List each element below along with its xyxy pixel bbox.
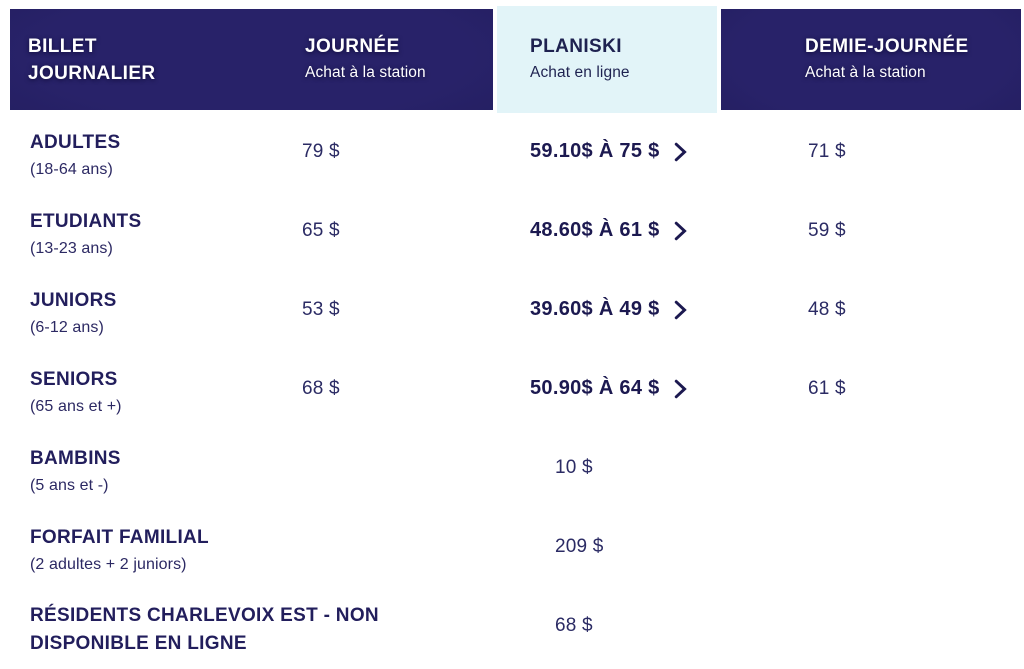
planiski-price-link[interactable]: 59.10$ À 75 $	[497, 140, 721, 163]
table-row-juniors: JUNIORS (6-12 ans) 53 $ 39.60$ À 49 $ 48…	[10, 274, 1021, 353]
planiski-price-cell: 68 $	[497, 615, 721, 637]
pricing-table: BILLET JOURNALIER JOURNÉE Achat à la sta…	[10, 6, 1021, 669]
row-label-cell: ADULTES (18-64 ans)	[10, 129, 290, 182]
table-body: ADULTES (18-64 ans) 79 $ 59.10$ À 75 $ 7…	[10, 116, 1021, 669]
header-planiski-subtitle: Achat en ligne	[530, 64, 630, 81]
planiski-price-range: 59.10$ À 75 $	[530, 140, 660, 162]
row-label-cell: BAMBINS (5 ans et -)	[10, 445, 290, 498]
table-row-etudiants: ETUDIANTS (13-23 ans) 65 $ 48.60$ À 61 $…	[10, 195, 1021, 274]
header-journee-subtitle: Achat à la station	[305, 64, 426, 81]
category-label: SENIORS	[30, 369, 118, 390]
header-planiski-cell: PLANISKI Achat en ligne	[497, 6, 717, 113]
demie-price: 48 $	[808, 298, 846, 320]
demie-price: 61 $	[808, 377, 846, 399]
journee-price: 65 $	[302, 219, 340, 241]
chevron-right-icon	[674, 221, 687, 240]
table-header: BILLET JOURNALIER JOURNÉE Achat à la sta…	[10, 6, 1021, 113]
table-row-seniors: SENIORS (65 ans et +) 68 $ 50.90$ À 64 $…	[10, 353, 1021, 432]
category-label-line2: DISPONIBLE EN LIGNE	[30, 632, 247, 654]
category-label: ADULTES	[30, 132, 121, 153]
category-age-range: (18-64 ans)	[30, 161, 113, 178]
chevron-right-icon	[674, 300, 687, 319]
category-label: RÉSIDENTS CHARLEVOIX EST - NON	[30, 604, 379, 626]
planiski-price-range: 39.60$ À 49 $	[530, 298, 660, 320]
table-row-adultes: ADULTES (18-64 ans) 79 $ 59.10$ À 75 $ 7…	[10, 116, 1021, 195]
planiski-price-cell: 209 $	[497, 536, 721, 558]
category-composition: (2 adultes + 2 juniors)	[30, 556, 187, 573]
category-age-range: (6-12 ans)	[30, 319, 104, 336]
category-label: FORFAIT FAMILIAL	[30, 527, 209, 548]
demie-price: 59 $	[808, 219, 846, 241]
planiski-price: 10 $	[555, 456, 593, 478]
demie-price: 71 $	[808, 140, 846, 162]
category-age-range: (13-23 ans)	[30, 240, 113, 257]
chevron-right-icon	[674, 142, 687, 161]
planiski-price-link[interactable]: 48.60$ À 61 $	[497, 219, 721, 242]
table-row-forfait-familial: FORFAIT FAMILIAL (2 adultes + 2 juniors)…	[10, 511, 1021, 590]
row-label-cell: ETUDIANTS (13-23 ans)	[10, 208, 290, 261]
category-age-range: (5 ans et -)	[30, 477, 109, 494]
journee-price: 79 $	[302, 140, 340, 162]
table-row-residents-charlevoix: RÉSIDENTS CHARLEVOIX EST - NON DISPONIBL…	[10, 590, 1021, 669]
header-demie-cell: DEMIE-JOURNÉE Achat à la station	[721, 9, 1021, 110]
header-journee-title: JOURNÉE	[305, 36, 400, 57]
header-ticket-title: BILLET JOURNALIER	[28, 35, 156, 84]
planiski-price-link[interactable]: 50.90$ À 64 $	[497, 377, 721, 400]
table-row-bambins: BAMBINS (5 ans et -) 10 $	[10, 432, 1021, 511]
category-age-range: (65 ans et +)	[30, 398, 122, 415]
category-label: JUNIORS	[30, 290, 117, 311]
journee-price: 68 $	[302, 377, 340, 399]
header-journee-cell: JOURNÉE Achat à la station	[305, 9, 426, 110]
category-label: ETUDIANTS	[30, 211, 142, 232]
header-planiski-title: PLANISKI	[530, 36, 622, 57]
header-ticket-cell: BILLET JOURNALIER	[10, 9, 305, 110]
planiski-price-range: 48.60$ À 61 $	[530, 219, 660, 241]
planiski-price: 68 $	[555, 614, 593, 636]
row-label-cell: RÉSIDENTS CHARLEVOIX EST - NON DISPONIBL…	[10, 602, 379, 658]
chevron-right-icon	[674, 379, 687, 398]
journee-price: 53 $	[302, 298, 340, 320]
row-label-cell: FORFAIT FAMILIAL (2 adultes + 2 juniors)	[10, 524, 290, 577]
header-demie-title: DEMIE-JOURNÉE	[805, 36, 969, 57]
planiski-price-range: 50.90$ À 64 $	[530, 377, 660, 399]
header-ticket-journee-block: BILLET JOURNALIER JOURNÉE Achat à la sta…	[10, 9, 493, 110]
row-label-cell: JUNIORS (6-12 ans)	[10, 287, 290, 340]
planiski-price: 209 $	[555, 535, 604, 557]
planiski-price-link[interactable]: 39.60$ À 49 $	[497, 298, 721, 321]
header-demie-subtitle: Achat à la station	[805, 64, 926, 81]
planiski-price-cell: 10 $	[497, 457, 721, 479]
category-label: BAMBINS	[30, 448, 121, 469]
row-label-cell: SENIORS (65 ans et +)	[10, 366, 290, 419]
